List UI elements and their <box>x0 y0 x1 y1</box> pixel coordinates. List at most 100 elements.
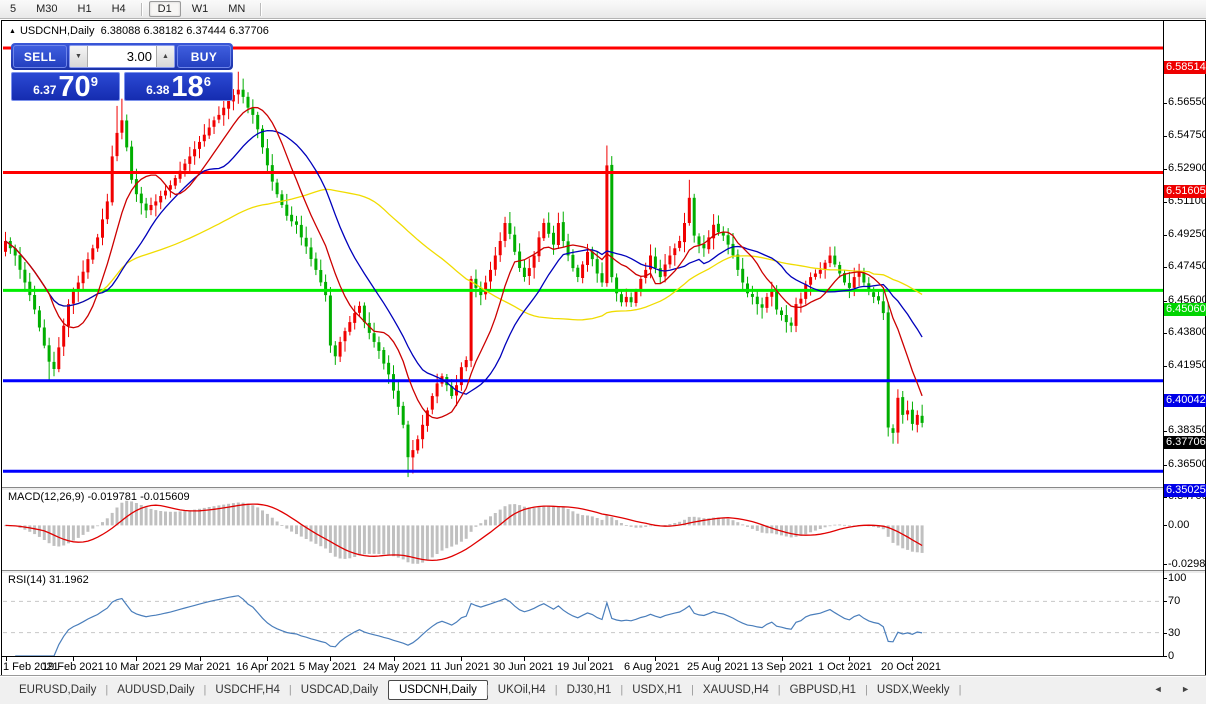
date-tick-mark <box>461 657 462 661</box>
sell-price-display[interactable]: 6.37 70 9 <box>11 72 120 101</box>
rsi-tick-mark <box>1163 601 1167 602</box>
date-tick-mark <box>394 657 395 661</box>
date-tick-mark <box>588 657 589 661</box>
date-tick-label: 13 Sep 2021 <box>751 661 814 673</box>
price-tick-mark <box>1163 301 1167 302</box>
date-tick-mark <box>524 657 525 661</box>
price-tick-label: 6.56550 <box>1168 96 1206 108</box>
timeframe-button-mn[interactable]: MN <box>228 3 246 15</box>
pane-separator[interactable] <box>2 487 1205 490</box>
volume-spinner: ▼ ▲ <box>69 45 175 68</box>
toolbar-separator <box>140 2 143 16</box>
date-tick-mark <box>655 657 656 661</box>
date-tick-mark <box>782 657 783 661</box>
rsi-tick-mark <box>1163 578 1167 579</box>
collapse-panel-icon[interactable]: ▲ <box>9 28 16 35</box>
tab-usdcad-daily[interactable]: USDCAD,Daily <box>300 684 379 696</box>
tab-separator: | <box>554 684 558 696</box>
rsi-tick-label: 30 <box>1168 627 1181 639</box>
buy-price-pip: 6 <box>203 74 211 89</box>
volume-increase-button[interactable]: ▲ <box>156 46 174 67</box>
tab-separator: | <box>958 684 962 696</box>
date-tick-label: 10 Mar 2021 <box>105 661 167 673</box>
price-tick-label: 6.43800 <box>1168 326 1206 338</box>
price-tick-mark <box>1163 431 1167 432</box>
tab-separator: | <box>620 684 624 696</box>
price-tick-mark <box>1163 103 1167 104</box>
tab-usdx-h1[interactable]: USDX,H1 <box>632 684 683 696</box>
tab-dj30-h1[interactable]: DJ30,H1 <box>566 684 612 696</box>
macd-tick-label: 0.00 <box>1168 519 1190 531</box>
volume-decrease-button[interactable]: ▼ <box>70 46 88 67</box>
timeframe-button-h4[interactable]: H4 <box>111 3 126 15</box>
timeframe-button-h1[interactable]: H1 <box>77 3 92 15</box>
date-tick-mark <box>912 657 913 661</box>
tab-gbpusd-h1[interactable]: GBPUSD,H1 <box>789 684 857 696</box>
tab-xauusd-h4[interactable]: XAUUSD,H4 <box>702 684 769 696</box>
tab-ukoil-h4[interactable]: UKOil,H4 <box>497 684 546 696</box>
date-tick-label: 24 May 2021 <box>363 661 427 673</box>
toolbar-separator <box>260 2 263 16</box>
sell-price-prefix: 6.37 <box>33 83 57 97</box>
chart-window[interactable]: ▲ USDCNH,Daily 6.38088 6.38182 6.37444 6.… <box>1 20 1206 676</box>
price-tick-mark <box>1163 169 1167 170</box>
timeframe-button-5[interactable]: 5 <box>10 3 17 15</box>
date-tick-mark <box>267 657 268 661</box>
price-tick-mark <box>1163 333 1167 334</box>
rsi-tick-mark <box>1163 633 1167 634</box>
date-tick-mark <box>849 657 850 661</box>
sell-price-main: 70 <box>58 72 91 101</box>
sell-button[interactable]: SELL <box>13 45 67 68</box>
date-tick-mark <box>718 657 719 661</box>
date-tick-label: 16 Apr 2021 <box>236 661 296 673</box>
price-tick-label: 6.41950 <box>1168 359 1206 371</box>
timeframe-button-w1[interactable]: W1 <box>191 3 209 15</box>
price-tick-label: 6.38350 <box>1168 424 1206 436</box>
tab-separator: | <box>105 684 109 696</box>
rsi-indicator-pane[interactable] <box>3 574 1163 656</box>
price-tick-mark <box>1163 136 1167 137</box>
low-value: 6.37444 <box>186 25 227 37</box>
tab-eurusd-daily[interactable]: EURUSD,Daily <box>19 684 97 696</box>
date-tick-label: 25 Aug 2021 <box>687 661 749 673</box>
tab-audusd-daily[interactable]: AUDUSD,Daily <box>117 684 195 696</box>
level-price-badge: 6.58514 <box>1164 61 1206 74</box>
open-value: 6.38088 <box>100 25 141 37</box>
tab-usdx-weekly[interactable]: USDX,Weekly <box>876 684 950 696</box>
date-tick-label: 30 Jun 2021 <box>493 661 554 673</box>
price-tick-mark <box>1163 202 1167 203</box>
buy-price-display[interactable]: 6.38 18 6 <box>124 72 233 101</box>
pane-separator[interactable] <box>2 570 1205 573</box>
date-tick-label: 6 Aug 2021 <box>624 661 680 673</box>
macd-tick-mark <box>1163 525 1167 526</box>
sell-price-pip: 9 <box>90 74 98 89</box>
price-tick-label: 6.47450 <box>1168 260 1206 272</box>
tab-usdchf-h4[interactable]: USDCHF,H4 <box>215 684 280 696</box>
date-tick-label: 19 Feb 2021 <box>42 661 104 673</box>
buy-button[interactable]: BUY <box>177 45 231 68</box>
close-value: 6.37706 <box>229 25 269 37</box>
price-tick-label: 6.52900 <box>1168 162 1206 174</box>
macd-indicator-pane[interactable] <box>3 490 1163 570</box>
level-price-badge: 6.40042 <box>1164 394 1206 407</box>
chart-tab-bar: EURUSD,Daily | AUDUSD,Daily | USDCHF,H4 | USDC… <box>0 675 1206 704</box>
timeframe-button-m30[interactable]: M30 <box>36 3 58 15</box>
price-axis-border <box>1163 21 1164 656</box>
macd-indicator-label: MACD(12,26,9) -0.019781 -0.015609 <box>8 491 190 503</box>
chart-ohlc-title: ▲ USDCNH,Daily 6.38088 6.38182 6.37444 6.… <box>9 25 269 37</box>
price-tick-label: 6.49250 <box>1168 228 1206 240</box>
date-tick-mark <box>330 657 331 661</box>
level-price-badge: 6.51605 <box>1164 185 1206 198</box>
tab-scroll-arrows[interactable]: ◄ ► <box>1153 684 1198 694</box>
arrow-up-icon: ▲ <box>162 53 169 60</box>
date-tick-label: 1 Oct 2021 <box>818 661 872 673</box>
tab-usdcnh-daily[interactable]: USDCNH,Daily <box>387 680 488 700</box>
timeframe-button-d1[interactable]: D1 <box>148 1 181 17</box>
date-axis[interactable]: 1 Feb 2021 19 Feb 2021 10 Mar 2021 29 Mar 2… <box>2 657 1205 675</box>
tab-separator: | <box>203 684 207 696</box>
rsi-tick-label: 100 <box>1168 572 1187 584</box>
volume-input[interactable] <box>88 46 156 67</box>
buy-price-main: 18 <box>171 72 204 101</box>
